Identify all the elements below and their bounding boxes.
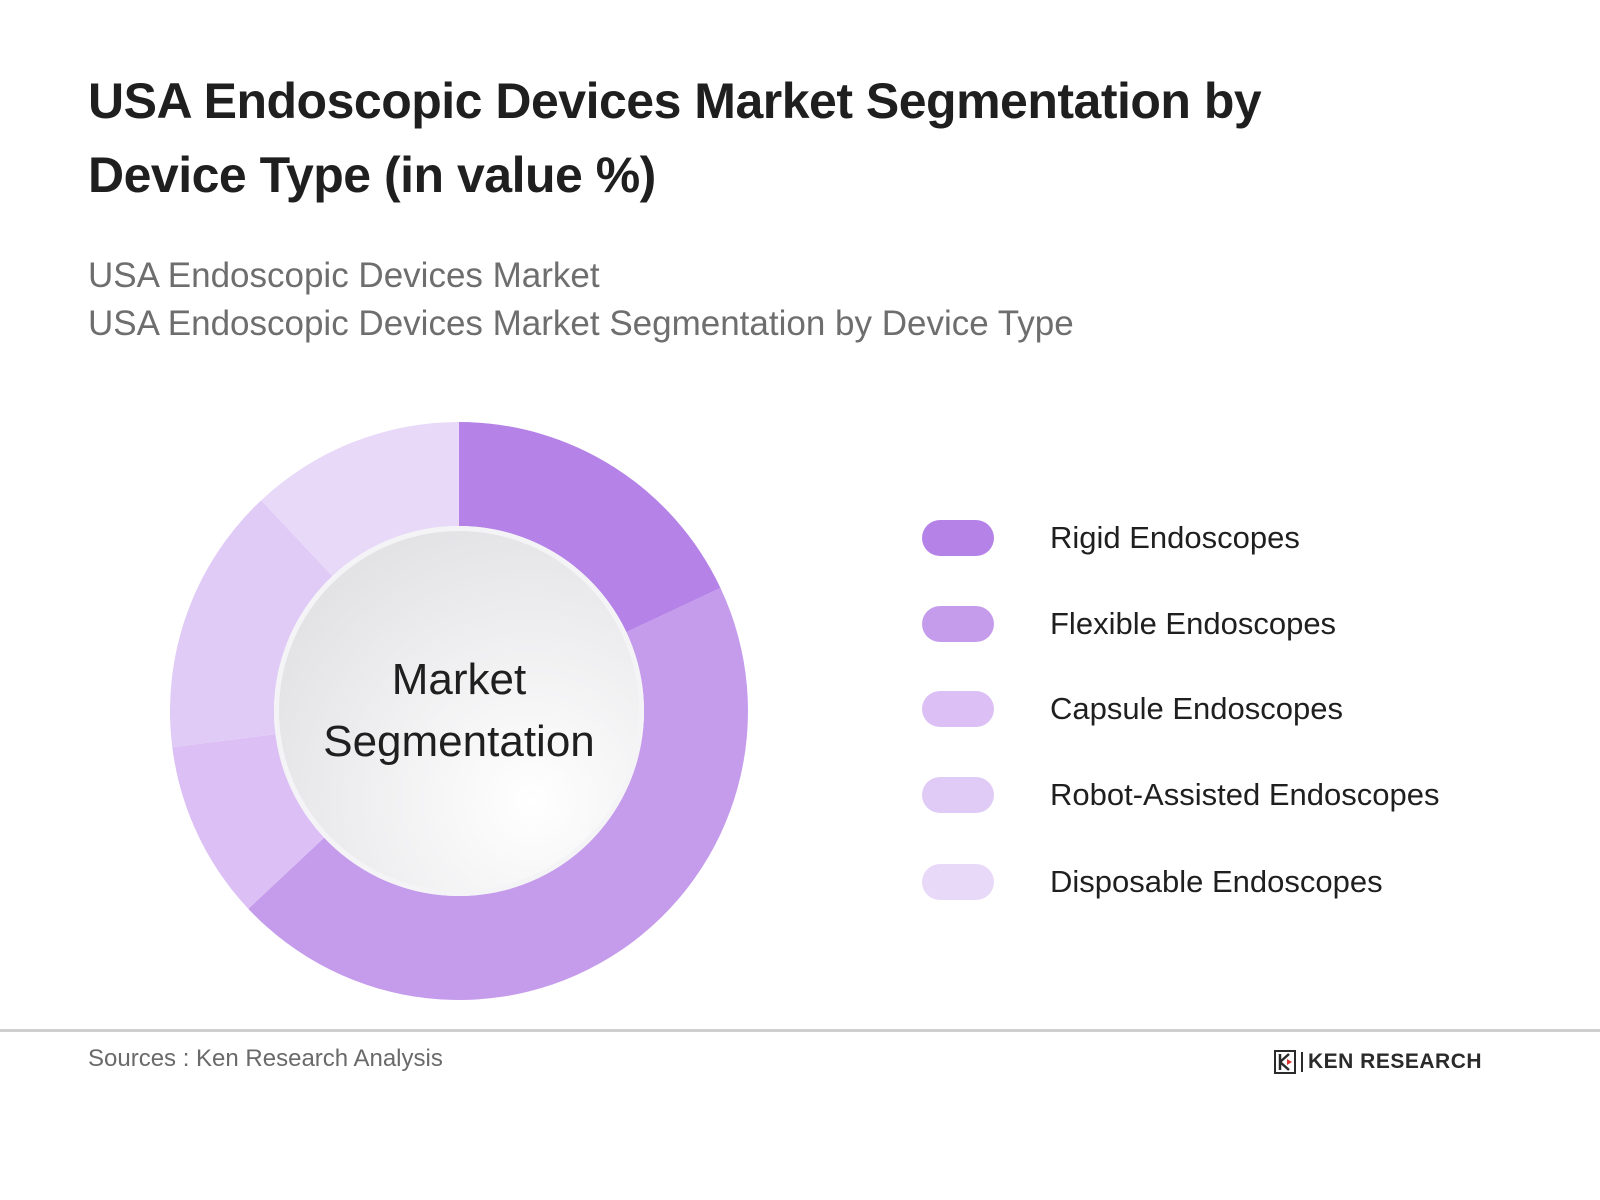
donut-segment-capsule-endoscopes[interactable] [172, 734, 325, 909]
logo-separator [1301, 1052, 1303, 1072]
subtitle-line-2: USA Endoscopic Devices Market Segmentati… [88, 304, 1074, 343]
ken-research-logo: KEN RESEARCH [1274, 1050, 1482, 1074]
legend-item-capsule[interactable]: Capsule Endoscopes [922, 689, 1542, 729]
legend-label: Disposable Endoscopes [1050, 864, 1383, 899]
center-disc [279, 531, 639, 891]
ken-research-logo-icon [1274, 1050, 1296, 1074]
legend-item-robot-assisted[interactable]: Robot-Assisted Endoscopes [922, 775, 1542, 815]
donut-segment-flexible-endoscopes[interactable] [248, 587, 748, 1000]
legend-label: Flexible Endoscopes [1050, 606, 1337, 641]
legend-item-rigid[interactable]: Rigid Endoscopes [922, 518, 1542, 558]
donut-segment-disposable-endoscopes[interactable] [261, 422, 459, 577]
logo-text: KEN RESEARCH [1308, 1050, 1483, 1073]
legend-item-flexible[interactable]: Flexible Endoscopes [922, 604, 1542, 644]
donut-chart: Market Segmentation [170, 422, 748, 1000]
chart-title: USA Endoscopic Devices Market Segmentati… [88, 73, 1262, 203]
footer-divider [0, 1029, 1600, 1032]
legend-swatch-capsule [922, 691, 994, 727]
legend-swatch-flexible [922, 606, 994, 642]
legend-item-disposable[interactable]: Disposable Endoscopes [922, 862, 1542, 902]
donut-segments [170, 422, 748, 1000]
legend-label: Robot-Assisted Endoscopes [1050, 777, 1440, 812]
legend-label: Rigid Endoscopes [1050, 520, 1300, 555]
legend-swatch-rigid [922, 520, 994, 556]
donut-segment-rigid-endoscopes[interactable] [459, 422, 721, 633]
legend-label: Capsule Endoscopes [1050, 691, 1343, 726]
legend-swatch-disposable [922, 864, 994, 900]
source-note: Sources : Ken Research Analysis [88, 1045, 443, 1072]
subtitle-line-1: USA Endoscopic Devices Market [88, 256, 600, 295]
donut-segment-robot-assisted-endoscopes[interactable] [170, 500, 333, 748]
chart-subtitle: USA Endoscopic Devices Market USA Endosc… [88, 252, 1074, 348]
legend-swatch-robot-assisted [922, 777, 994, 813]
donut-svg [170, 422, 748, 1000]
